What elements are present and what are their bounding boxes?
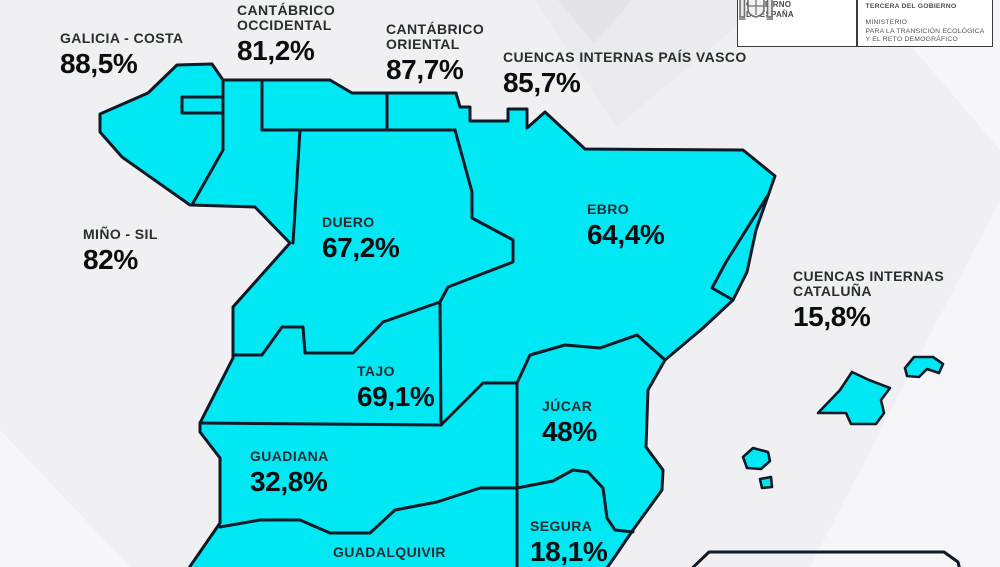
island-formentera bbox=[758, 475, 774, 490]
canary-inset-border bbox=[691, 550, 961, 567]
basin-name: EBRO bbox=[587, 201, 630, 217]
peninsula-outline bbox=[98, 62, 777, 567]
basin-label-galicia-costa: GALICIA - COSTA 88,5% bbox=[60, 31, 183, 79]
basin-value: 32,8% bbox=[250, 465, 328, 497]
watermark-band-bottom-right bbox=[810, 200, 1000, 567]
basin-name: CANTÁBRICO ORIENTAL bbox=[386, 21, 485, 52]
boundary-tajo-guadiana-jucar bbox=[198, 381, 519, 489]
boundary-ebro-jucar bbox=[515, 333, 667, 385]
basin-label-cantabrico-occidental: CANTÁBRICO OCCIDENTAL 81,2% bbox=[237, 3, 335, 65]
logo-right-block: TERCERA DEL GOBIERNO MINISTERIO PARA LA … bbox=[858, 0, 993, 46]
logo-divider bbox=[856, 0, 858, 46]
basin-name: TAJO bbox=[357, 363, 395, 379]
basin-value: 18,1% bbox=[530, 535, 608, 567]
island-mallorca bbox=[816, 370, 892, 426]
basin-value: 87,7% bbox=[386, 53, 464, 85]
island-menorca bbox=[903, 355, 945, 379]
boundary-galicia-notch bbox=[180, 95, 225, 115]
basin-label-guadiana: GUADIANA 32,8% bbox=[250, 449, 329, 497]
boundary-guadiana-guadalquivir bbox=[218, 486, 519, 535]
basin-label-jucar: JÚCAR 48% bbox=[542, 399, 597, 447]
basin-value: 64,4% bbox=[587, 218, 665, 250]
basin-value: 88,5% bbox=[60, 47, 138, 79]
gobierno-de-espana-logo: GOBIERNO DE ESPAÑA TERCERA DEL GOBIERNO … bbox=[737, 0, 993, 47]
boundary-duero-tajo bbox=[231, 300, 442, 357]
basin-value: 85,7% bbox=[503, 66, 581, 98]
basin-value: 69,1% bbox=[357, 380, 435, 412]
boundary-segura-north bbox=[515, 468, 635, 534]
watermark-band-bottom-left bbox=[0, 430, 130, 567]
basin-boundaries bbox=[180, 78, 770, 567]
basin-value: 82% bbox=[83, 243, 138, 275]
basin-name: CANTÁBRICO OCCIDENTAL bbox=[237, 2, 336, 33]
basin-label-cuencas-internas-cataluna: CUENCAS INTERNAS CATALUÑA 15,8% bbox=[793, 269, 944, 331]
vicepresidency-label: TERCERA DEL GOBIERNO bbox=[865, 3, 957, 10]
basin-name: CUENCAS INTERNAS CATALUÑA bbox=[793, 268, 945, 299]
basin-value: 48% bbox=[542, 415, 597, 447]
basin-value: 15,8% bbox=[793, 300, 871, 332]
watermark-chevron-small bbox=[558, 0, 632, 44]
basin-name: GUADIANA bbox=[250, 448, 329, 464]
basin-label-guadalquivir: GUADALQUIVIR bbox=[333, 545, 446, 560]
basin-name: JÚCAR bbox=[542, 398, 593, 414]
balearic-islands bbox=[741, 355, 945, 490]
basin-name: GUADALQUIVIR bbox=[333, 544, 446, 560]
spain-coat-of-arms-icon bbox=[739, 0, 773, 20]
island-ibiza bbox=[741, 446, 772, 471]
basin-label-tajo: TAJO 69,1% bbox=[357, 363, 435, 412]
basin-name: DUERO bbox=[322, 214, 375, 230]
basin-name: MIÑO - SIL bbox=[83, 226, 158, 242]
basin-name: CUENCAS INTERNAS PAÍS VASCO bbox=[503, 49, 747, 65]
basin-label-duero: DUERO 67,2% bbox=[322, 214, 400, 263]
basin-name: SEGURA bbox=[530, 518, 593, 534]
boundary-duero-ebro bbox=[438, 128, 515, 427]
basin-label-segura: SEGURA 18,1% bbox=[530, 518, 608, 567]
basin-value: 81,2% bbox=[237, 34, 315, 66]
basin-value: 67,2% bbox=[322, 231, 400, 263]
logo-left-block: GOBIERNO DE ESPAÑA bbox=[738, 0, 856, 46]
basin-label-cuencas-internas-pais-vasco: CUENCAS INTERNAS PAÍS VASCO 85,7% bbox=[503, 50, 747, 98]
basin-name: GALICIA - COSTA bbox=[60, 30, 184, 46]
basin-label-cantabrico-oriental: CANTÁBRICO ORIENTAL 87,7% bbox=[386, 22, 484, 84]
boundary-cataluna-internas bbox=[710, 193, 770, 302]
boundary-galicia-costa bbox=[191, 78, 225, 205]
ministry-label: MINISTERIO PARA LA TRANSICIÓN ECOLÓGICA … bbox=[865, 19, 985, 44]
boundary-mino-sil-east bbox=[291, 128, 302, 245]
basin-label-mino-sil: MIÑO - SIL 82% bbox=[83, 227, 158, 275]
basin-label-ebro: EBRO 64,4% bbox=[587, 201, 665, 250]
